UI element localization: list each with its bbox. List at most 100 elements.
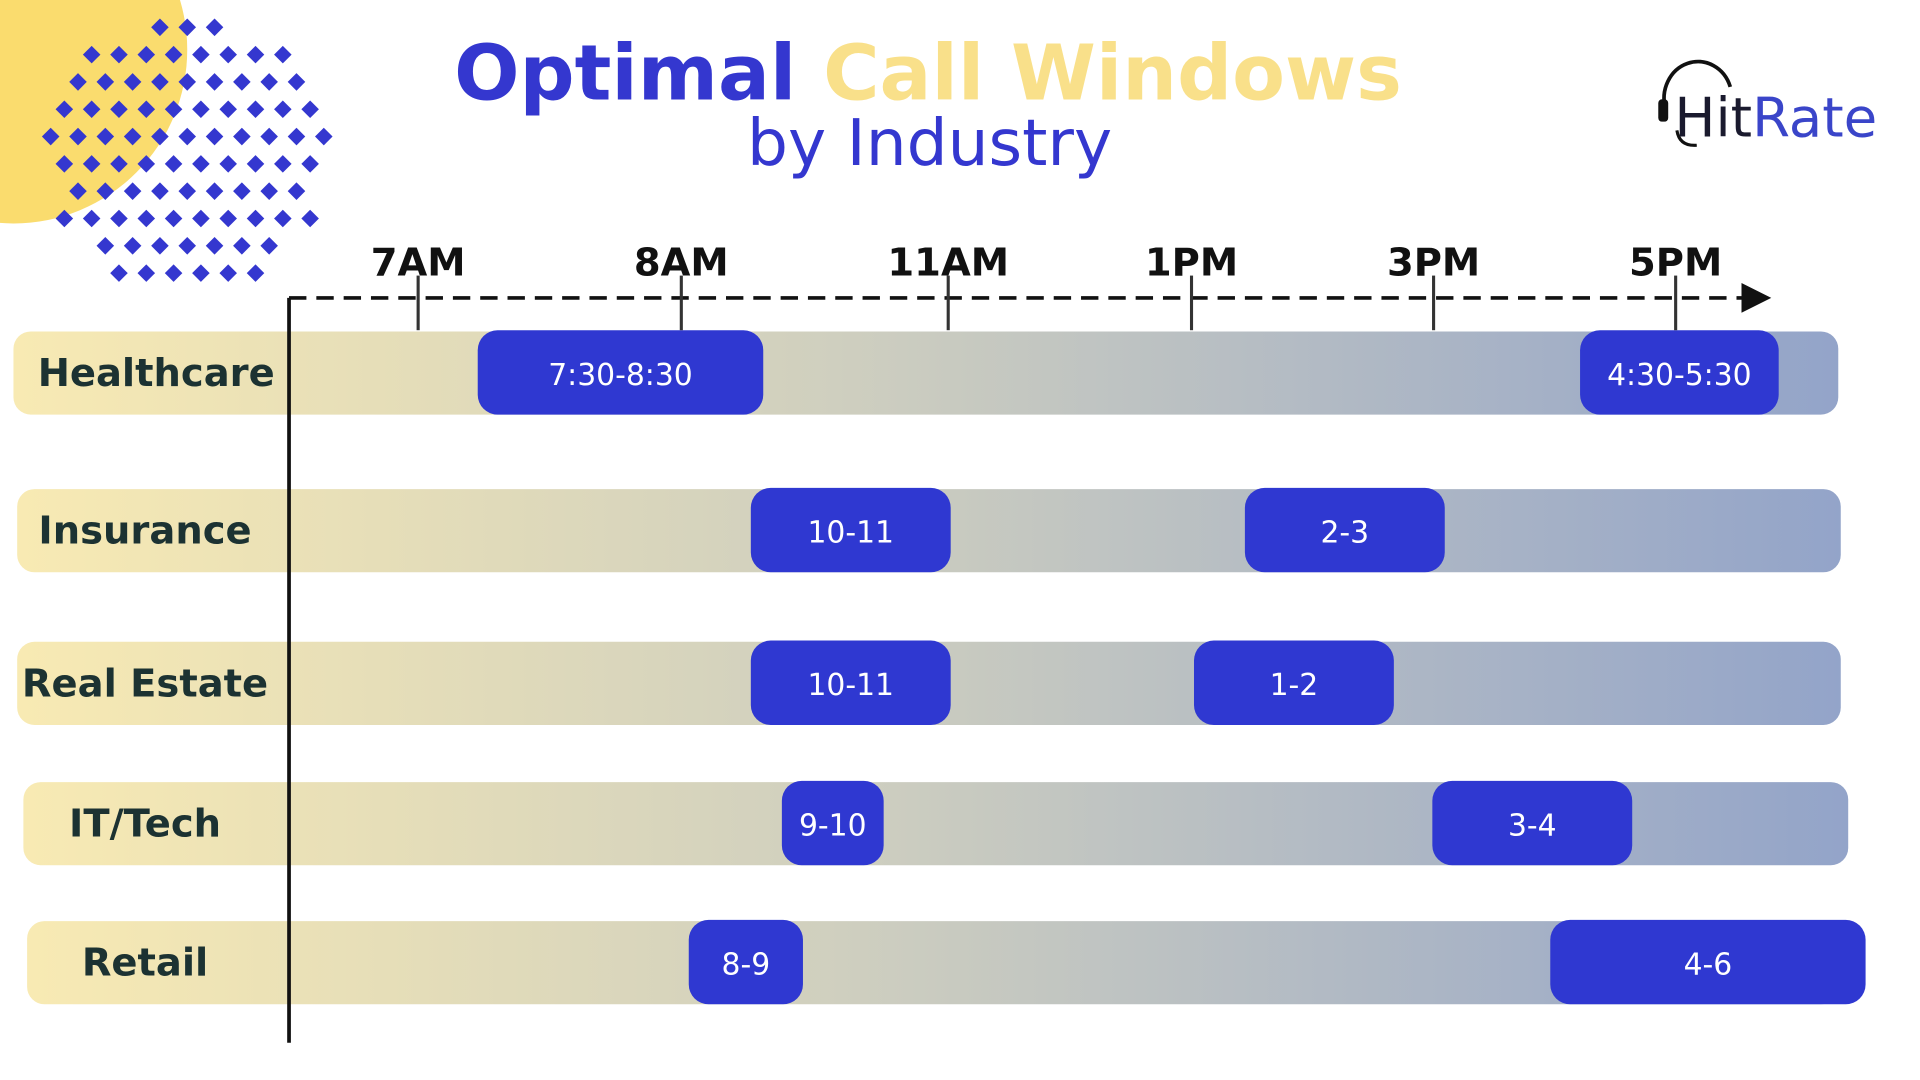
dot (205, 237, 224, 255)
call-window (1244, 487, 1445, 573)
dot (246, 209, 265, 228)
dot (301, 209, 319, 228)
dot (287, 127, 306, 146)
dot (164, 155, 183, 173)
subtitle: by Industry (747, 106, 1112, 181)
dot (219, 155, 237, 173)
call-window-label: 3-4 (1508, 808, 1557, 843)
call-window (477, 330, 764, 415)
dot (274, 45, 292, 64)
dot (205, 18, 224, 37)
dot (205, 127, 224, 146)
row-label: Real Estate (22, 661, 268, 706)
dot (233, 182, 251, 200)
dot (123, 182, 142, 200)
logo: HitRate (1658, 59, 1877, 150)
dot (233, 237, 251, 255)
dot (205, 73, 224, 91)
dot (260, 127, 278, 146)
dot (110, 209, 128, 228)
dot (192, 209, 210, 228)
row-bar (23, 782, 1849, 866)
call-window (1580, 330, 1779, 415)
logo-text: HitRate (1674, 86, 1877, 150)
dot (82, 209, 101, 228)
dot (96, 237, 115, 255)
dot (219, 100, 237, 119)
call-window (1194, 640, 1394, 725)
dot (246, 45, 265, 64)
dot (96, 73, 115, 91)
call-window (1550, 919, 1866, 1005)
dot (287, 73, 306, 91)
call-window-label: 4:30-5:30 (1607, 358, 1752, 393)
dot (246, 264, 265, 282)
dot (315, 127, 333, 146)
title-part: Optimal (454, 29, 796, 118)
dot (192, 45, 210, 64)
dot (151, 237, 169, 255)
dot (137, 264, 156, 282)
dot (233, 73, 251, 91)
dot (96, 127, 115, 146)
dot (274, 100, 292, 119)
dot (219, 45, 237, 64)
dot (178, 182, 197, 200)
dot (96, 182, 115, 200)
dot (192, 100, 210, 119)
call-window-label: 1-2 (1270, 668, 1319, 703)
title-part: Call Windows (823, 29, 1402, 118)
rows: Healthcare 7:30-8:30 4:30-5:30 Insurance 10-… (13, 330, 1866, 1005)
call-window (1432, 780, 1633, 866)
dot (137, 209, 156, 228)
ticks: 7AM 8AM 11AM 1PM 3PM 5PM (371, 241, 1722, 331)
dot (178, 127, 197, 146)
dot (233, 127, 251, 146)
row-label: Retail (82, 941, 208, 986)
dot (178, 237, 197, 255)
dot (151, 73, 169, 91)
call-window-label: 4-6 (1684, 947, 1733, 982)
dot (301, 155, 319, 173)
dot (260, 237, 278, 255)
dot (164, 264, 183, 282)
dot (205, 182, 224, 200)
dot (274, 209, 292, 228)
call-window (750, 640, 951, 725)
call-window-label: 8-9 (722, 947, 771, 982)
row-label: Healthcare (38, 351, 275, 396)
call-window-label: 10-11 (807, 515, 894, 550)
row-bar (27, 921, 1839, 1005)
title: Optimal Call Windows (454, 29, 1402, 118)
dot (164, 209, 183, 228)
call-window (750, 487, 951, 573)
call-window-label: 2-3 (1320, 515, 1369, 550)
row-label: Insurance (38, 509, 251, 554)
dot (110, 264, 128, 282)
dot (219, 264, 237, 282)
dot (260, 73, 278, 91)
dot (192, 155, 210, 173)
dot (274, 155, 292, 173)
dot (151, 182, 169, 200)
logo-part: Rate (1752, 86, 1877, 150)
call-window-label: 10-11 (807, 668, 894, 703)
dot (287, 182, 306, 200)
call-window (688, 919, 803, 1005)
dot (192, 264, 210, 282)
dot (246, 100, 265, 119)
call-window-label: 9-10 (799, 808, 867, 843)
dot (123, 237, 142, 255)
call-window-label: 7:30-8:30 (548, 358, 693, 393)
dot (301, 100, 319, 119)
dot (178, 73, 197, 91)
call-window (781, 780, 884, 866)
dot (246, 155, 265, 173)
row-bar (13, 331, 1839, 415)
logo-part: Hit (1674, 86, 1752, 150)
row-label: IT/Tech (69, 802, 221, 847)
dot (219, 209, 237, 228)
dot (260, 182, 278, 200)
